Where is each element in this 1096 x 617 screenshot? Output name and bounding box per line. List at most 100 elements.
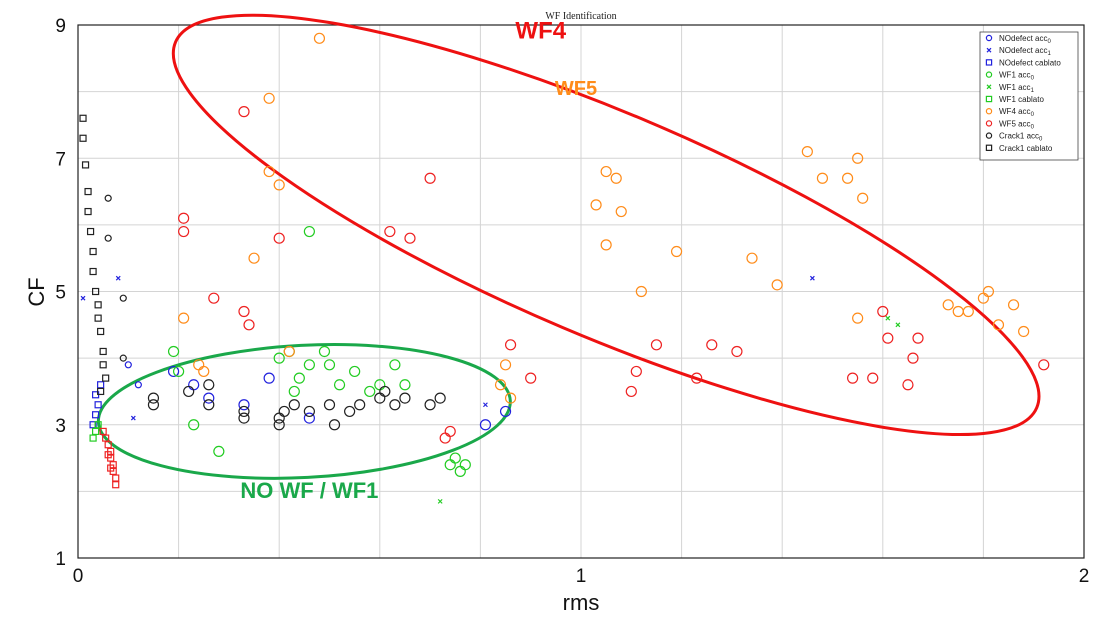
data-point (942, 299, 954, 311)
data-point (263, 372, 275, 384)
x-tick-label: 0 (73, 566, 84, 587)
data-point (89, 434, 97, 442)
data-point (94, 314, 102, 322)
data-point (147, 392, 160, 404)
data-point (902, 379, 914, 391)
legend-entry: NOdefect cablato (999, 58, 1061, 67)
data-point (610, 172, 622, 184)
region-label: WF4 (515, 17, 566, 44)
data-point (323, 399, 336, 411)
data-point (1038, 359, 1050, 371)
data-point (525, 372, 537, 384)
data-point (852, 152, 864, 164)
data-point (208, 292, 220, 304)
data-point (354, 399, 366, 411)
legend-entry: NOdefect acc1 (999, 46, 1051, 57)
data-point (746, 252, 758, 264)
data-point (303, 225, 315, 238)
data-point (238, 399, 250, 411)
data-point (630, 365, 642, 378)
data-point (912, 332, 924, 344)
legend-entry: WF4 acc0 (999, 107, 1035, 118)
data-point (444, 425, 456, 438)
data-point (437, 498, 443, 504)
data-point (112, 474, 120, 482)
y-axis-label: CF (24, 277, 49, 306)
data-point (288, 385, 300, 398)
data-point (399, 379, 411, 391)
data-point (97, 381, 105, 389)
data-point (600, 239, 612, 251)
legend-marker (985, 59, 993, 66)
data-point (104, 441, 112, 449)
legend-entry: WF1 acc1 (999, 83, 1035, 94)
data-point (504, 392, 517, 404)
data-point (84, 207, 92, 216)
data-point (107, 464, 115, 472)
data-point (982, 285, 995, 298)
data-point (313, 32, 326, 44)
data-point (992, 319, 1005, 331)
legend-marker (985, 132, 993, 139)
data-point (89, 247, 97, 256)
data-point (404, 232, 416, 244)
y-tick-label: 7 (55, 149, 66, 170)
data-point (590, 199, 602, 211)
data-point (243, 319, 255, 331)
data-point (238, 305, 250, 318)
legend-entry: WF5 acc0 (999, 119, 1035, 130)
data-point (102, 374, 110, 382)
data-point (203, 379, 215, 391)
data-point (81, 161, 90, 169)
data-point (183, 385, 195, 398)
legend-entry: Crack1 acc0 (999, 132, 1043, 143)
data-point (706, 339, 718, 351)
data-point (97, 327, 105, 336)
data-point (92, 427, 100, 436)
data-point (238, 405, 250, 418)
data-point (483, 402, 488, 408)
data-point (504, 339, 517, 351)
data-point (273, 352, 285, 364)
data-point (731, 345, 743, 358)
data-point (323, 359, 336, 371)
legend-marker (985, 95, 993, 103)
legend-box (979, 31, 1079, 161)
data-point (615, 205, 627, 218)
data-point (801, 145, 813, 158)
legend-marker (985, 107, 993, 115)
data-point (119, 294, 127, 302)
data-point (102, 434, 110, 442)
data-point (99, 347, 107, 356)
data-point (852, 312, 864, 324)
data-point (349, 365, 361, 378)
x-axis-label: rms (563, 590, 600, 615)
data-point (424, 399, 436, 411)
x-tick-label: 2 (1079, 566, 1090, 587)
data-point (89, 267, 97, 276)
data-point (130, 415, 136, 421)
x-tick-label: 1 (576, 566, 587, 587)
data-point (263, 92, 275, 104)
data-point (494, 379, 507, 391)
data-point (112, 481, 120, 489)
data-point (198, 365, 210, 378)
data-point (885, 315, 891, 321)
data-point (895, 322, 901, 328)
data-point (115, 275, 121, 281)
data-point (479, 419, 492, 431)
data-point (907, 352, 919, 364)
data-point (328, 419, 341, 431)
data-point (167, 365, 180, 378)
data-point (213, 445, 225, 457)
legend-entry: Crack1 cablato (999, 144, 1053, 153)
data-point (344, 405, 356, 418)
data-point (847, 372, 859, 384)
data-point (389, 399, 401, 411)
data-point (841, 172, 854, 184)
data-points (79, 32, 1050, 504)
data-point (273, 179, 285, 191)
data-point (389, 359, 401, 371)
data-point (188, 419, 200, 431)
